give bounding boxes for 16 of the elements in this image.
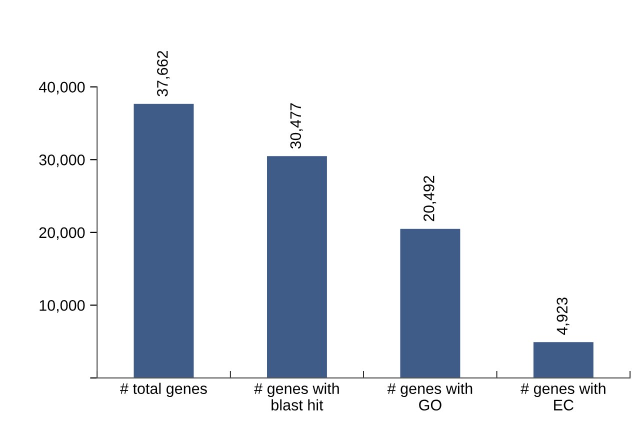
- x-tick-label: # genes with EC: [520, 382, 606, 410]
- bar: [267, 156, 327, 378]
- data-label: 4,923: [556, 298, 570, 335]
- x-tick-label: # total genes: [120, 382, 207, 398]
- bar: [533, 342, 594, 378]
- x-tick-label: # genes with blast hit: [254, 382, 339, 410]
- y-tick-label: 10,000: [40, 300, 85, 313]
- bar: [400, 228, 460, 378]
- data-label: 37,662: [157, 50, 170, 96]
- data-label: 30,477: [290, 103, 303, 149]
- y-tick-label: 40,000: [38, 82, 85, 94]
- x-tick-label: # genes with GO: [387, 382, 472, 410]
- bar: [134, 104, 194, 378]
- y-tick-label: 20,000: [39, 227, 85, 240]
- y-tick-label: 30,000: [39, 154, 85, 168]
- data-label: 20,492: [423, 176, 436, 222]
